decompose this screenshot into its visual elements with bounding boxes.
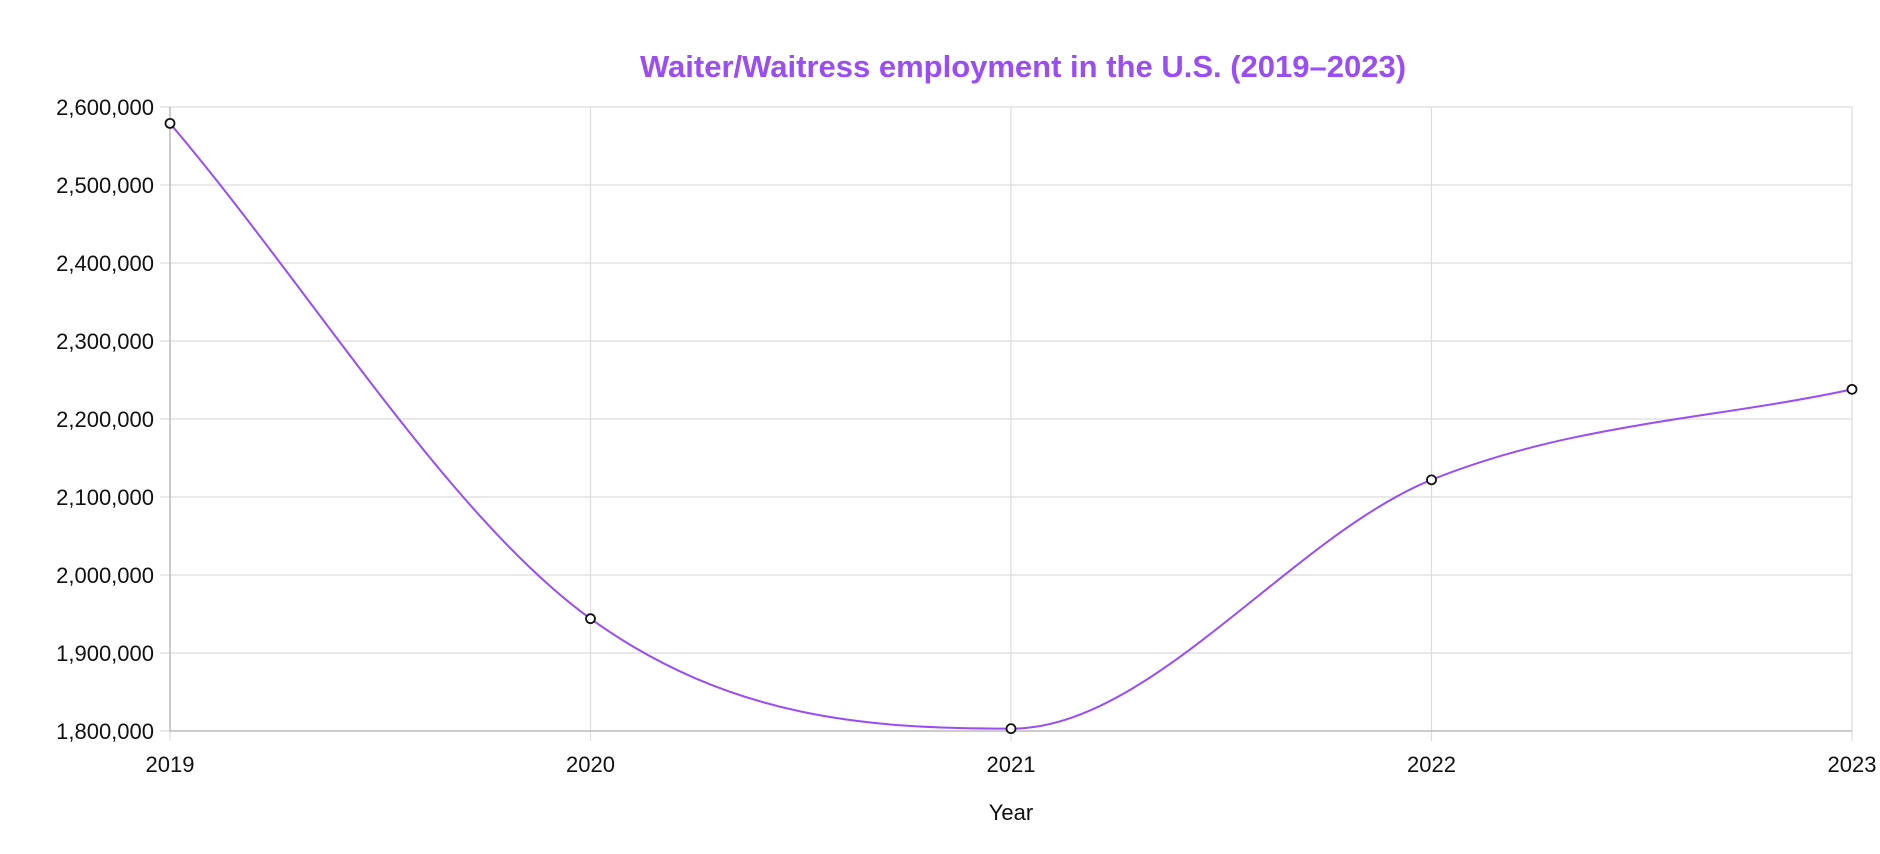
y-tick-label: 2,500,000 <box>56 173 154 198</box>
x-axis-ticks: 2019 2020 2021 2022 2023 <box>146 752 1877 777</box>
data-point-2021 <box>1005 723 1017 735</box>
x-tick-label: 2022 <box>1407 752 1456 777</box>
y-axis-ticks: 1,800,000 1,900,000 2,000,000 2,100,000 2,20… <box>56 95 154 744</box>
x-axis-label: Year <box>989 800 1033 825</box>
x-tick-label: 2021 <box>987 752 1036 777</box>
data-points <box>164 117 1858 735</box>
data-point-2020 <box>585 613 596 625</box>
data-point-2022 <box>1426 474 1437 486</box>
data-point-2019 <box>164 117 176 129</box>
chart-title: Waiter/Waitress employment in the U.S. (… <box>640 49 1406 84</box>
y-tick-label: 1,900,000 <box>56 641 154 666</box>
x-tick-label: 2019 <box>146 752 195 777</box>
grid <box>160 106 1853 741</box>
series-line <box>169 122 1853 730</box>
y-tick-label: 2,600,000 <box>56 95 154 120</box>
data-point-2023 <box>1846 383 1858 395</box>
y-tick-label: 1,800,000 <box>56 719 154 744</box>
y-tick-label: 2,100,000 <box>56 485 154 510</box>
x-tick-label: 2023 <box>1828 752 1877 777</box>
y-tick-label: 2,200,000 <box>56 407 154 432</box>
y-tick-label: 2,000,000 <box>56 563 154 588</box>
y-tick-label: 2,300,000 <box>56 329 154 354</box>
x-tick-label: 2020 <box>566 752 615 777</box>
y-tick-label: 2,400,000 <box>56 251 154 276</box>
